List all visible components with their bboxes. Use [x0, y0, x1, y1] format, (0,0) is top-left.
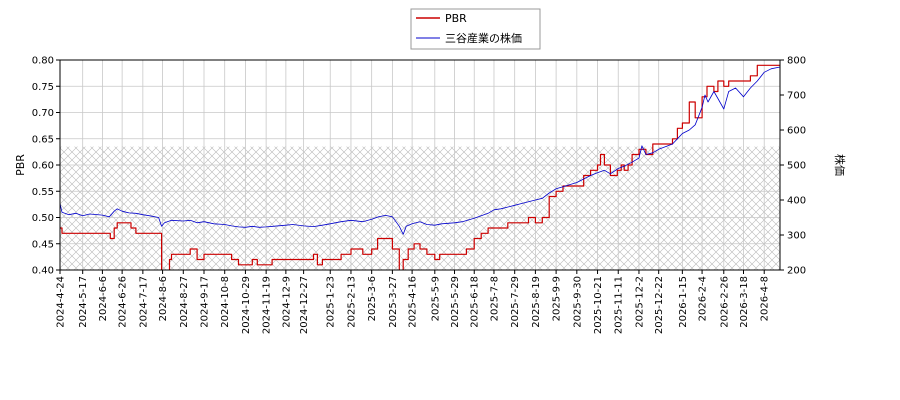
x-tick-label: 2025-5-9 — [430, 276, 441, 321]
x-tick-label: 2024-10-29 — [241, 276, 252, 334]
y-left-tick-label: 0.75 — [32, 82, 54, 93]
x-tick-label: 2024-11-19 — [262, 276, 273, 334]
x-tick-label: 2024-4-24 — [56, 276, 67, 328]
x-tick-label: 2024-9-17 — [200, 276, 211, 328]
y-right-tick-label: 300 — [787, 231, 806, 242]
x-tick-label: 2025-7-8 — [489, 276, 500, 321]
y-left-tick-label: 0.50 — [32, 213, 54, 224]
x-tick-label: 2025-1-23 — [326, 276, 337, 328]
y-right-tick-label: 200 — [787, 266, 806, 277]
series-area — [60, 64, 780, 270]
x-tick-label: 2024-7-17 — [138, 276, 149, 328]
y-axis-right: 200 300 400 500 600 700 800 — [780, 56, 806, 277]
x-tick-label: 2025-10-21 — [593, 276, 604, 334]
x-tick-label: 2024-8-6 — [158, 276, 169, 321]
y-right-tick-label: 800 — [787, 56, 806, 67]
series-line-pbr — [60, 64, 780, 270]
y-right-label: 株価 — [833, 154, 847, 176]
y-left-tick-label: 0.45 — [32, 239, 54, 250]
legend: PBR 三谷産業の株価 — [410, 8, 541, 50]
legend-box — [410, 8, 541, 50]
legend-entry-stock: 三谷産業の株価 — [445, 31, 522, 45]
x-tick-label: 2024-12-9 — [281, 276, 292, 328]
x-axis: 2024-4-24 2024-5-17 2024-6-6 2024-6-26 2024-… — [56, 270, 771, 334]
y-left-tick-label: 0.60 — [32, 161, 54, 172]
y-left-tick-label: 0.80 — [32, 56, 54, 67]
y-left-tick-label: 0.65 — [32, 134, 54, 145]
x-tick-label: 2024-6-26 — [118, 276, 129, 328]
y-right-tick-label: 500 — [787, 161, 806, 172]
x-tick-label: 2025-9-30 — [572, 276, 583, 328]
x-tick-label: 2026-2-26 — [719, 276, 730, 328]
x-tick-label: 2025-5-29 — [450, 276, 461, 328]
x-tick-label: 2025-12-22 — [654, 276, 665, 334]
x-tick-label: 2026-2-4 — [698, 276, 709, 321]
series-line-stock-price — [60, 66, 780, 235]
y-axis-left: 0.40 0.45 0.50 0.55 0.60 0.65 0.70 0.75 0.80 — [32, 56, 60, 277]
x-tick-label: 2024-12-27 — [299, 276, 310, 334]
x-tick-label: 2024-5-17 — [78, 276, 89, 328]
x-tick-label: 2025-9-9 — [552, 276, 563, 321]
x-tick-label: 2025-4-16 — [408, 276, 419, 328]
y-left-label: PBR — [14, 154, 27, 176]
x-tick-label: 2025-3-6 — [367, 276, 378, 321]
y-right-tick-label: 400 — [787, 196, 806, 207]
x-tick-label: 2025-3-27 — [388, 276, 399, 328]
y-left-tick-label: 0.55 — [32, 187, 54, 198]
y-right-tick-label: 600 — [787, 126, 806, 137]
x-tick-label: 2026-4-8 — [760, 276, 771, 321]
x-tick-label: 2026-1-15 — [678, 276, 689, 328]
x-tick-label: 2025-11-11 — [614, 276, 625, 334]
y-right-tick-label: 700 — [787, 91, 806, 102]
x-tick-label: 2025-12-2 — [634, 276, 645, 328]
x-tick-label: 2024-6-6 — [98, 276, 109, 321]
x-tick-label: 2024-8-27 — [179, 276, 190, 328]
y-left-tick-label: 0.70 — [32, 108, 54, 119]
legend-entry-pbr: PBR — [445, 12, 467, 25]
y-left-tick-label: 0.40 — [32, 266, 54, 277]
x-tick-label: 2025-6-18 — [470, 276, 481, 328]
x-tick-label: 2024-10-8 — [220, 276, 231, 328]
x-tick-label: 2025-8-19 — [531, 276, 542, 328]
x-tick-label: 2026-3-18 — [739, 276, 750, 328]
x-tick-label: 2025-2-13 — [346, 276, 357, 328]
x-tick-label: 2025-7-29 — [510, 276, 521, 328]
